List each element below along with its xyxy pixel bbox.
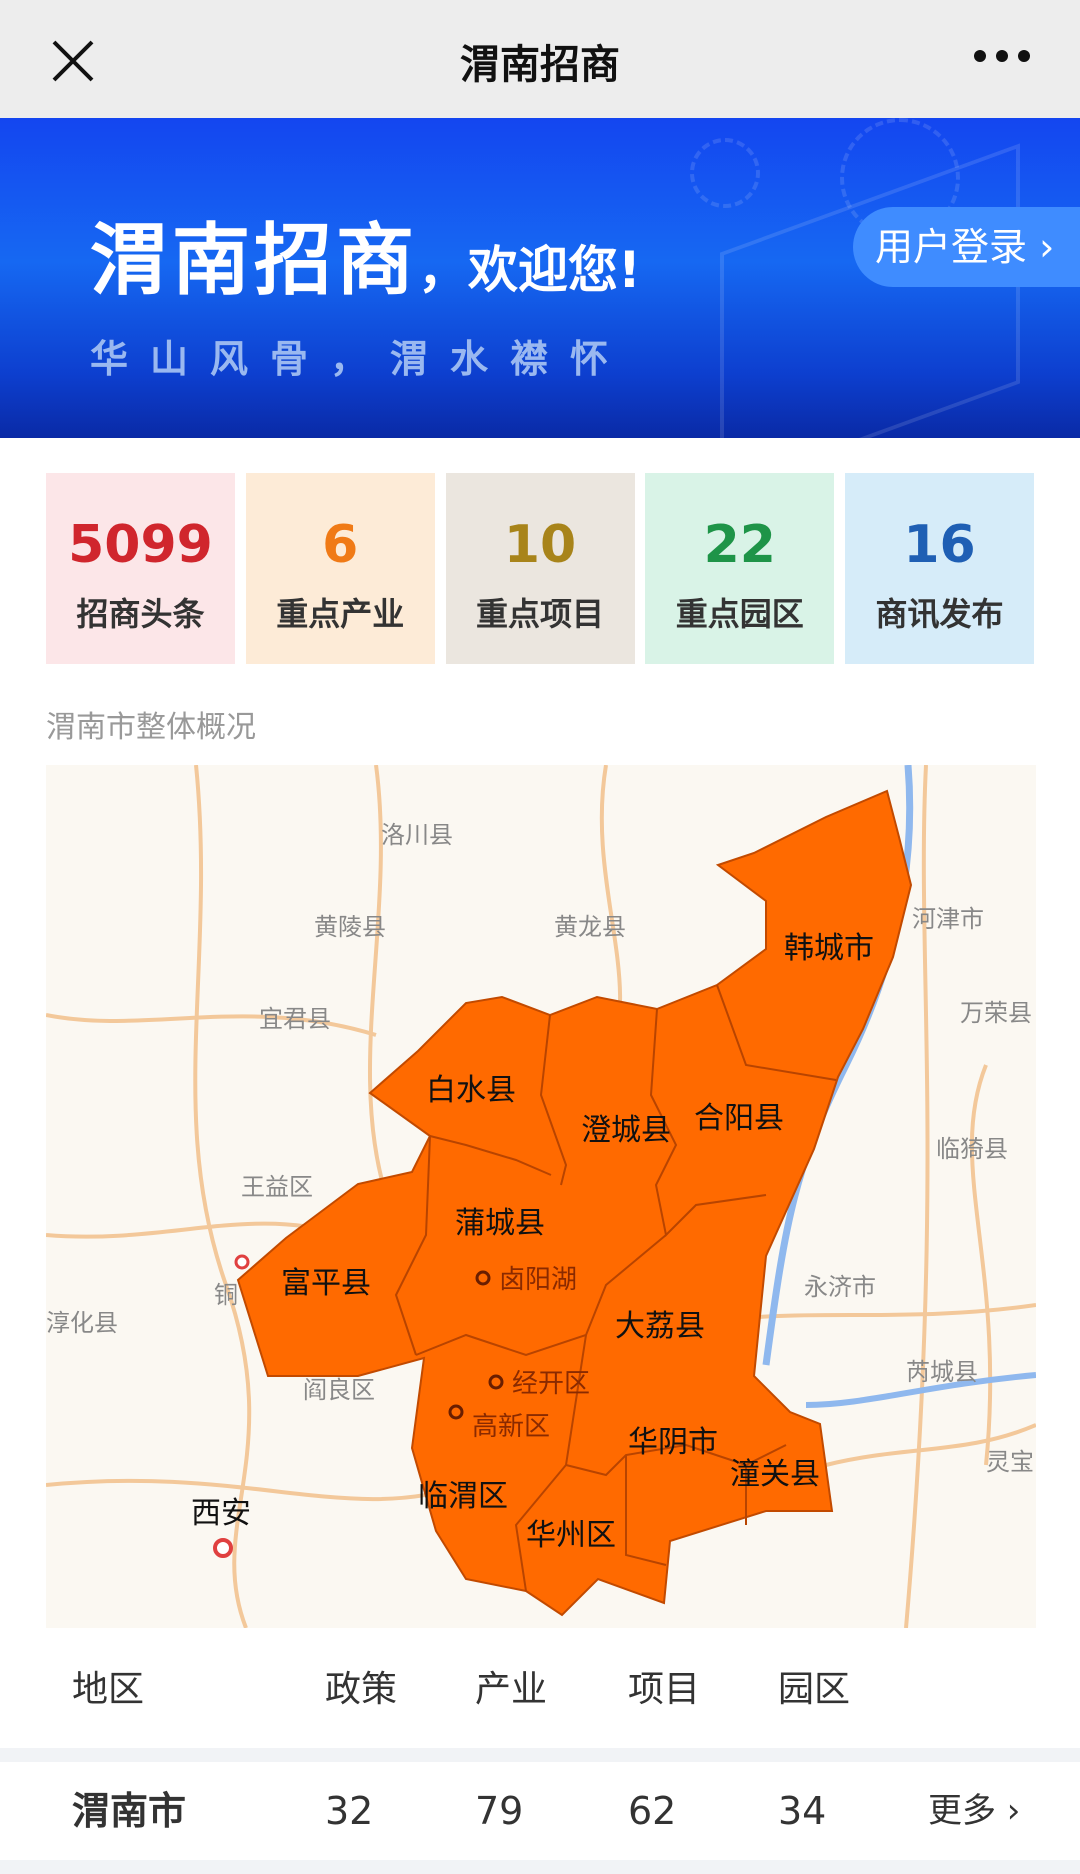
city-marker-icon bbox=[234, 1254, 250, 1270]
divider bbox=[0, 1860, 1080, 1874]
stat-label: 招商头条 bbox=[76, 595, 205, 633]
map-label: 阎良区 bbox=[303, 1376, 375, 1404]
river bbox=[805, 1372, 1036, 1408]
map-label: 黄陵县 bbox=[314, 913, 386, 941]
district-label: 临渭区 bbox=[418, 1479, 508, 1514]
banner-welcome: ，欢迎您! bbox=[418, 241, 641, 299]
district-label: 潼关县 bbox=[730, 1457, 820, 1492]
stat-card-parks[interactable]: 22 重点园区 bbox=[645, 473, 835, 664]
map-label: 宜君县 bbox=[259, 1005, 331, 1033]
map-label: 永济市 bbox=[804, 1273, 876, 1301]
district-label: 合阳县 bbox=[694, 1101, 784, 1136]
close-icon[interactable] bbox=[50, 38, 96, 84]
row-industry: 79 bbox=[475, 1789, 524, 1833]
divider bbox=[0, 1748, 1080, 1762]
district-label: 富平县 bbox=[281, 1266, 371, 1301]
map-label: 临猗县 bbox=[936, 1135, 1008, 1163]
banner: 渭南招商，欢迎您! 华山风骨，渭水襟怀 用户登录 › bbox=[0, 118, 1080, 438]
poi-label: 经开区 bbox=[512, 1369, 590, 1399]
more-link[interactable]: 更多 › bbox=[928, 1791, 1021, 1831]
district-label: 蒲城县 bbox=[455, 1206, 545, 1241]
row-region: 渭南市 bbox=[72, 1789, 187, 1833]
stat-card-headlines[interactable]: 5099 招商头条 bbox=[46, 473, 235, 664]
stat-value: 6 bbox=[322, 515, 359, 575]
yellow-river bbox=[762, 765, 914, 1366]
city-marker-icon bbox=[213, 1538, 233, 1558]
stat-label: 商讯发布 bbox=[875, 595, 1004, 633]
header-region: 地区 bbox=[72, 1669, 145, 1710]
banner-slogan: 华山风骨，渭水襟怀 bbox=[90, 336, 631, 381]
map-label: 王益区 bbox=[241, 1173, 313, 1201]
region-map[interactable]: 洛川县 黄陵县 黄龙县 宜君县 王益区 铜 淳化县 阎良区 河津市 万荣县 临猗… bbox=[46, 765, 1036, 1628]
map-label: 河津市 bbox=[912, 905, 984, 933]
map-label: 芮城县 bbox=[906, 1358, 978, 1386]
poi-marker-icon bbox=[475, 1270, 491, 1286]
table-header: 地区 政策 产业 项目 园区 bbox=[0, 1660, 1080, 1746]
map-label: 黄龙县 bbox=[554, 913, 626, 941]
map-label-xian: 西安 bbox=[191, 1496, 251, 1531]
row-park: 34 bbox=[778, 1789, 827, 1833]
map-label: 洛川县 bbox=[381, 821, 453, 849]
stat-value: 16 bbox=[903, 515, 976, 575]
stat-value: 5099 bbox=[68, 515, 213, 575]
map-label: 铜 bbox=[214, 1281, 238, 1309]
chevron-right-icon: › bbox=[996, 1791, 1021, 1831]
table-row: 渭南市 32 79 62 34 更多 › bbox=[0, 1762, 1080, 1860]
district-label: 大荔县 bbox=[615, 1309, 705, 1344]
map-label: 淳化县 bbox=[46, 1309, 118, 1337]
chevron-right-icon: › bbox=[1027, 225, 1055, 269]
stat-label: 重点项目 bbox=[475, 595, 604, 633]
nav-bar: 渭南招商 bbox=[0, 0, 1080, 118]
header-industry: 产业 bbox=[475, 1669, 548, 1710]
header-policy: 政策 bbox=[325, 1669, 398, 1710]
row-project: 62 bbox=[628, 1789, 677, 1833]
map-label: 万荣县 bbox=[960, 999, 1032, 1027]
district-label: 华州区 bbox=[526, 1518, 616, 1553]
stat-value: 10 bbox=[503, 515, 577, 575]
stat-label: 重点园区 bbox=[675, 595, 804, 633]
district-label: 韩城市 bbox=[784, 931, 874, 966]
map-label: 灵宝 bbox=[986, 1448, 1034, 1476]
poi-label: 卤阳湖 bbox=[499, 1265, 577, 1295]
row-policy: 32 bbox=[325, 1789, 374, 1833]
stat-card-industries[interactable]: 6 重点产业 bbox=[245, 473, 435, 664]
district-label: 澄城县 bbox=[581, 1113, 671, 1148]
user-login-button[interactable]: 用户登录 › bbox=[853, 207, 1080, 287]
poi-marker-icon bbox=[448, 1404, 464, 1420]
poi-marker-icon bbox=[488, 1374, 504, 1390]
stat-value: 22 bbox=[703, 515, 776, 575]
stat-card-news[interactable]: 16 商讯发布 bbox=[845, 473, 1034, 664]
district-label: 白水县 bbox=[426, 1073, 516, 1108]
page-title: 渭南招商 bbox=[460, 42, 620, 88]
header-park: 园区 bbox=[778, 1669, 851, 1710]
district-borders bbox=[394, 984, 837, 1592]
stat-card-projects[interactable]: 10 重点项目 bbox=[445, 473, 635, 664]
stats-cards: 5099 招商头条 6 重点产业 10 重点项目 22 重点园区 16 商讯发布 bbox=[46, 473, 1034, 664]
more-dots-icon[interactable] bbox=[974, 50, 1030, 66]
district-label: 华阴市 bbox=[628, 1425, 718, 1460]
stat-label: 重点产业 bbox=[276, 595, 405, 633]
banner-title: 渭南招商，欢迎您! bbox=[90, 216, 641, 306]
header-project: 项目 bbox=[628, 1669, 701, 1710]
poi-label: 高新区 bbox=[472, 1412, 550, 1442]
section-title: 渭南市整体概况 bbox=[46, 710, 256, 745]
